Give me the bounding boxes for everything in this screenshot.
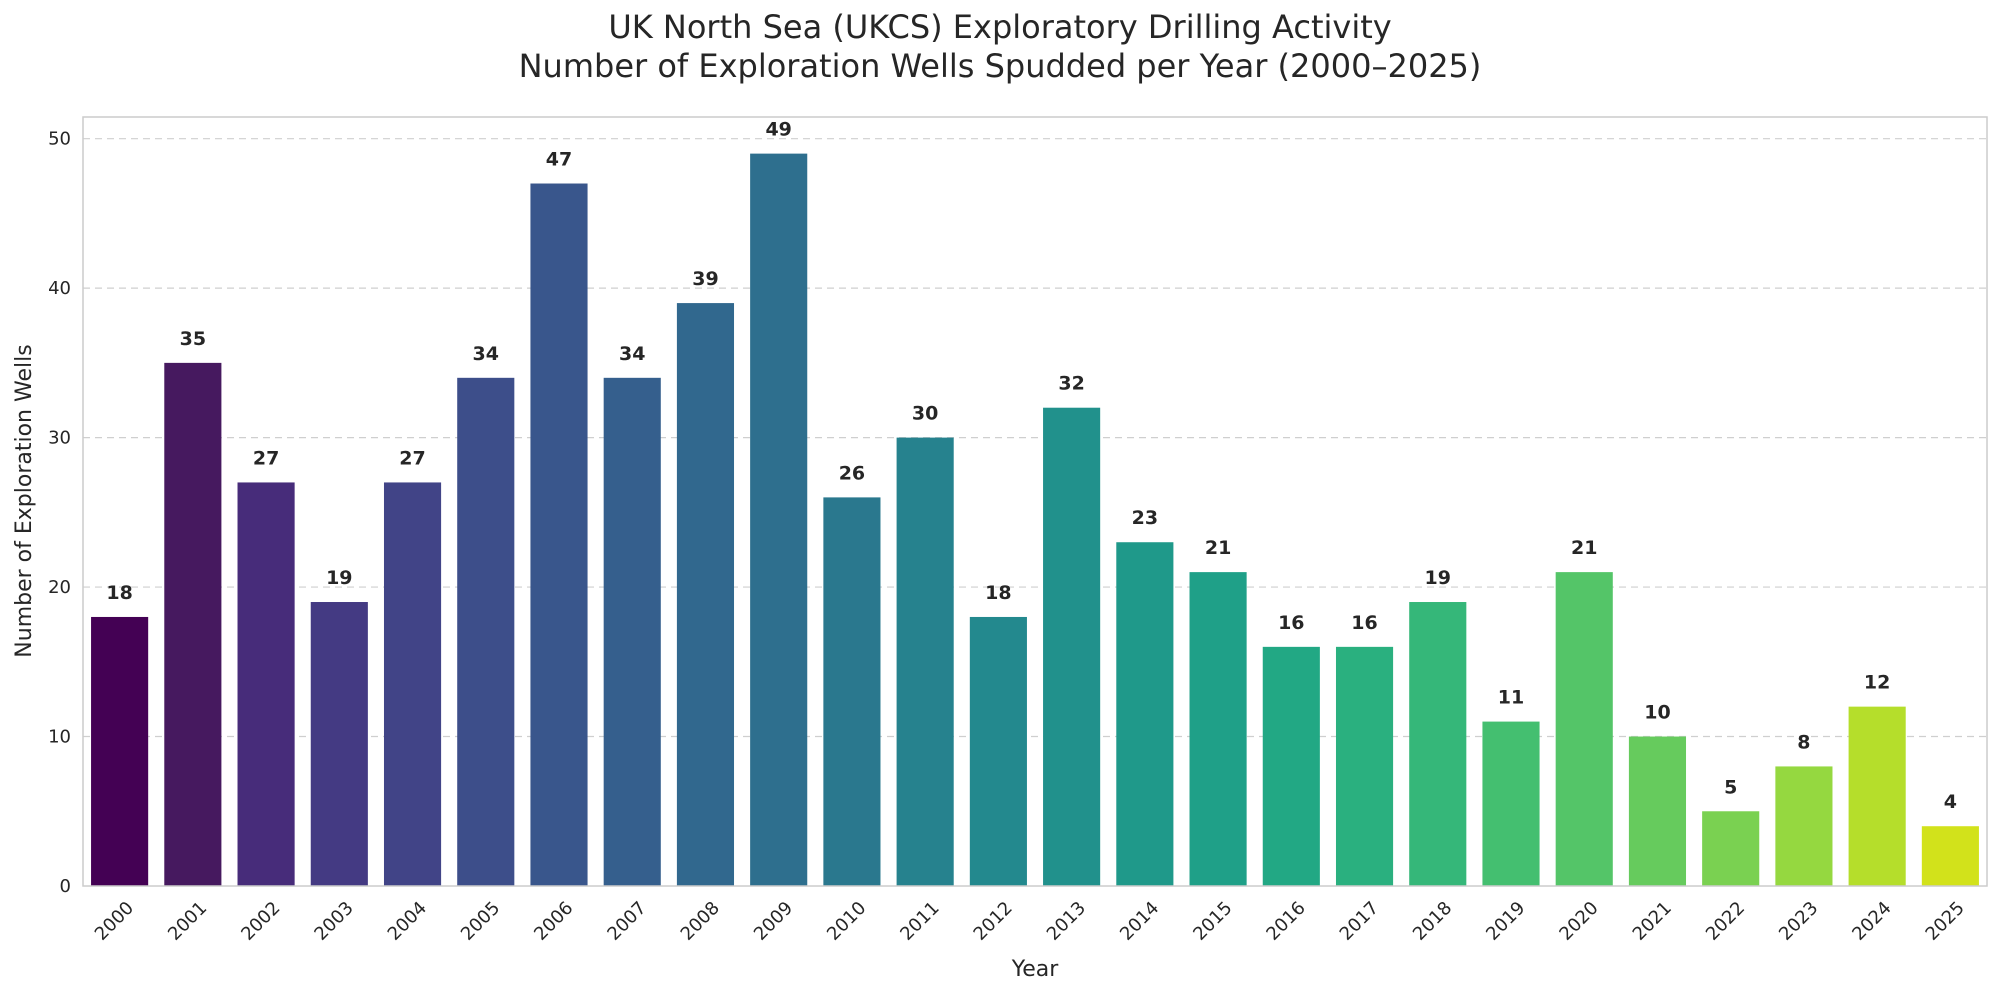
x-tick-label: 2024 — [1848, 898, 1895, 945]
plot-frame — [82, 116, 1988, 887]
data-label-2009: 49 — [765, 119, 791, 141]
gridlines — [83, 138, 1987, 738]
x-tick-label: 2011 — [896, 898, 943, 945]
x-tick-label: 2001 — [164, 898, 211, 945]
x-tick-label: 2012 — [970, 898, 1017, 945]
x-tick-label: 2025 — [1922, 898, 1969, 945]
bar-2015 — [1189, 572, 1247, 886]
data-label-2014: 23 — [1132, 507, 1158, 529]
data-label-2005: 34 — [473, 343, 499, 365]
y-tick-label: 40 — [48, 278, 71, 299]
bar-2012 — [969, 616, 1027, 886]
data-label-2022: 5 — [1724, 776, 1737, 798]
data-label-2008: 39 — [692, 268, 718, 290]
x-axis-label: Year — [1011, 957, 1060, 982]
bar-2011 — [896, 437, 954, 886]
x-tick-label: 2005 — [457, 898, 504, 945]
bar-2008 — [676, 303, 735, 886]
bars — [91, 153, 1979, 887]
data-label-2023: 8 — [1797, 731, 1810, 753]
x-tick-label: 2019 — [1482, 898, 1529, 945]
x-tick-label: 2018 — [1409, 898, 1456, 945]
chart-subtitle: Number of Exploration Wells Spudded per … — [519, 47, 1482, 85]
bar-2004 — [383, 482, 442, 886]
x-tick-label: 2015 — [1189, 898, 1236, 945]
x-tick-label: 2006 — [530, 898, 577, 945]
data-label-2017: 16 — [1351, 612, 1377, 634]
bar-2018 — [1409, 602, 1467, 886]
x-tick-label: 2023 — [1775, 898, 1822, 945]
bar-2006 — [530, 183, 588, 886]
bar-2003 — [310, 602, 368, 886]
x-tick-label: 2003 — [311, 898, 358, 945]
bar-2021 — [1628, 736, 1687, 886]
data-label-2004: 27 — [399, 447, 425, 469]
x-tick-label: 2013 — [1043, 898, 1090, 945]
data-label-2024: 12 — [1864, 672, 1890, 694]
data-label-2011: 30 — [912, 403, 938, 425]
x-tick-label: 2016 — [1263, 898, 1310, 945]
bar-2019 — [1482, 721, 1540, 886]
x-tick-label: 2014 — [1116, 898, 1163, 945]
data-label-2015: 21 — [1205, 537, 1231, 559]
y-tick-label: 50 — [48, 129, 71, 150]
bar-2001 — [164, 362, 222, 887]
bar-2017 — [1335, 646, 1394, 886]
data-label-2003: 19 — [326, 567, 352, 589]
data-label-2002: 27 — [253, 447, 279, 469]
data-label-2021: 10 — [1644, 702, 1670, 724]
bar-2005 — [457, 377, 515, 886]
chart-title: UK North Sea (UKCS) Exploratory Drilling… — [608, 8, 1391, 46]
bar-2024 — [1848, 706, 1906, 886]
x-tick-label: 2020 — [1555, 898, 1602, 945]
data-label-2016: 16 — [1278, 612, 1304, 634]
data-label-2019: 11 — [1498, 687, 1524, 709]
bar-2010 — [823, 497, 881, 886]
x-tick-label: 2009 — [750, 898, 797, 945]
data-label-2001: 35 — [180, 328, 206, 350]
x-tick-label: 2002 — [237, 898, 284, 945]
bar-2000 — [91, 616, 149, 886]
y-tick-label: 0 — [60, 876, 71, 897]
bar-2023 — [1775, 766, 1833, 886]
data-label-2000: 18 — [106, 582, 132, 604]
data-label-2010: 26 — [839, 462, 865, 484]
bar-2022 — [1702, 811, 1760, 886]
data-label-2025: 4 — [1944, 791, 1957, 813]
y-tick-label: 20 — [48, 577, 71, 598]
x-tick-label: 2000 — [91, 898, 138, 945]
data-label-2007: 34 — [619, 343, 645, 365]
bar-2025 — [1921, 826, 1979, 886]
bar-2014 — [1116, 542, 1174, 886]
data-labels: 18 35 27 19 27 34 47 34 39 49 26 30 18 32 23 21 16 16 19 11… — [106, 119, 1957, 814]
bar-2009 — [750, 153, 808, 887]
x-tick-label: 2021 — [1629, 898, 1676, 945]
bar-2013 — [1043, 407, 1101, 886]
data-label-2018: 19 — [1425, 567, 1451, 589]
x-tick-label: 2017 — [1336, 898, 1383, 945]
bar-2007 — [603, 377, 661, 886]
y-tick-label: 30 — [48, 428, 71, 449]
x-tick-label: 2022 — [1702, 898, 1749, 945]
bar-2020 — [1555, 572, 1613, 886]
x-tick-label: 2004 — [384, 898, 431, 945]
data-label-2013: 32 — [1058, 373, 1084, 395]
y-axis-label: Number of Exploration Wells — [12, 344, 37, 657]
x-tick-label: 2008 — [677, 898, 724, 945]
bar-2016 — [1262, 646, 1320, 886]
data-label-2020: 21 — [1571, 537, 1597, 559]
y-tick-label: 10 — [48, 727, 71, 748]
x-tick-label: 2010 — [823, 898, 870, 945]
data-label-2012: 18 — [985, 582, 1011, 604]
bar-2002 — [237, 482, 295, 886]
x-tick-label: 2007 — [603, 898, 650, 945]
data-label-2006: 47 — [546, 149, 572, 171]
